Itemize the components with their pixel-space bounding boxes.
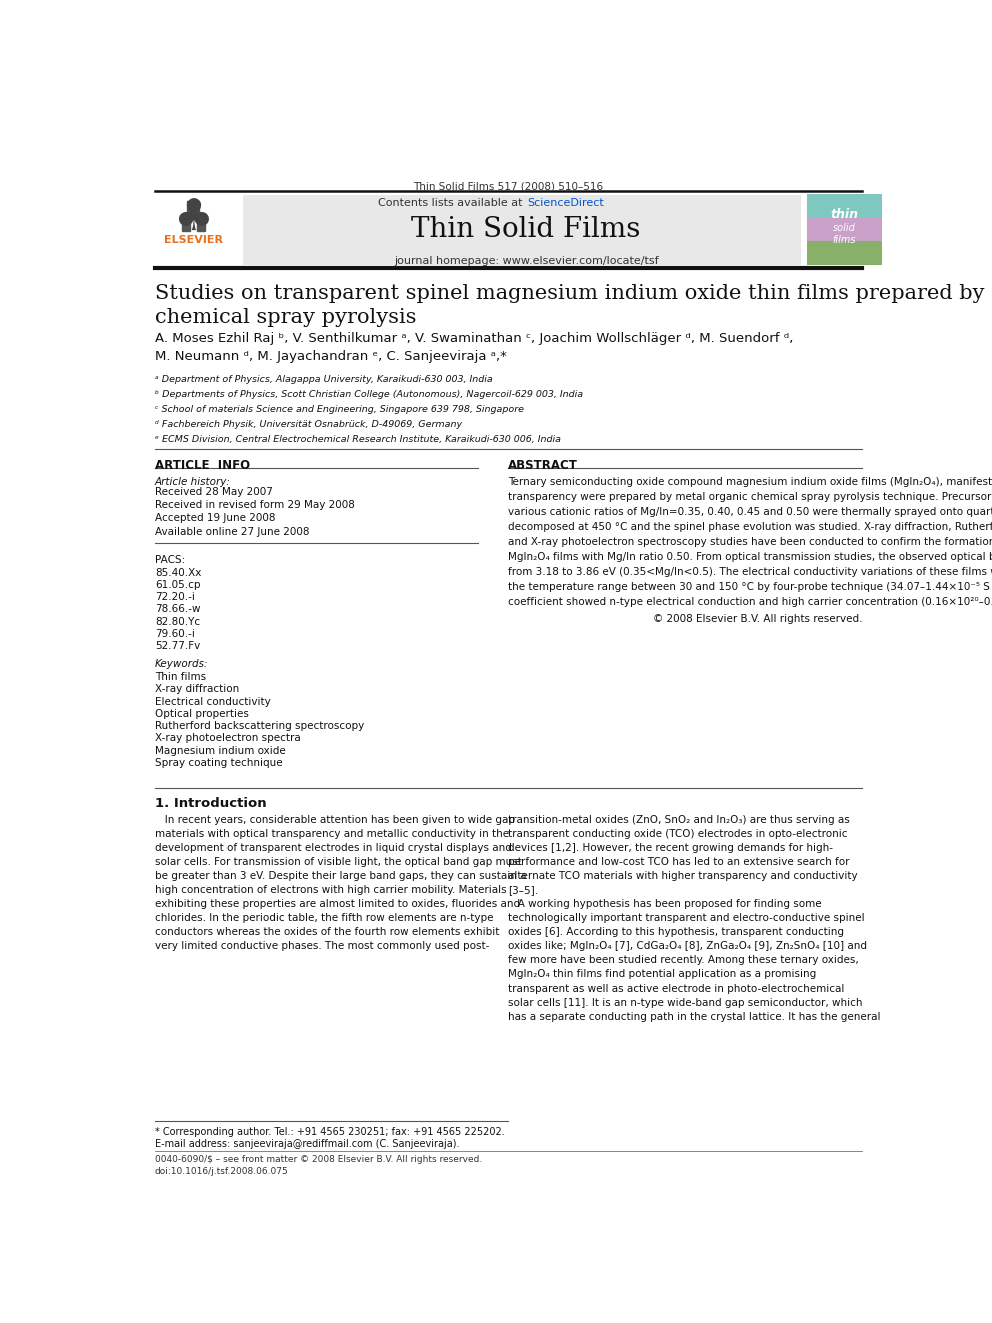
Text: Thin films: Thin films <box>155 672 206 683</box>
Text: Accepted 19 June 2008: Accepted 19 June 2008 <box>155 513 275 524</box>
Text: alternate TCO materials with higher transparency and conductivity: alternate TCO materials with higher tran… <box>509 871 858 881</box>
Text: and X-ray photoelectron spectroscopy studies have been conducted to confirm the : and X-ray photoelectron spectroscopy stu… <box>509 537 992 546</box>
Text: performance and low-cost TCO has led to an extensive search for: performance and low-cost TCO has led to … <box>509 857 850 867</box>
Text: X-ray diffraction: X-ray diffraction <box>155 684 239 695</box>
Text: oxides [6]. According to this hypothesis, transparent conducting: oxides [6]. According to this hypothesis… <box>509 927 844 937</box>
Text: Magnesium indium oxide: Magnesium indium oxide <box>155 746 286 755</box>
Text: * Corresponding author. Tel.: +91 4565 230251; fax: +91 4565 225202.: * Corresponding author. Tel.: +91 4565 2… <box>155 1127 505 1136</box>
Text: films: films <box>832 235 856 245</box>
Text: 0040-6090/$ – see front matter © 2008 Elsevier B.V. All rights reserved.
doi:10.: 0040-6090/$ – see front matter © 2008 El… <box>155 1155 482 1176</box>
Text: solar cells. For transmission of visible light, the optical band gap must: solar cells. For transmission of visible… <box>155 857 522 867</box>
Text: Optical properties: Optical properties <box>155 709 249 718</box>
Text: Electrical conductivity: Electrical conductivity <box>155 697 271 706</box>
Text: E-mail address: sanjeeviraja@rediffmail.com (C. Sanjeeviraja).: E-mail address: sanjeeviraja@rediffmail.… <box>155 1139 459 1148</box>
Text: technologically important transparent and electro-conductive spinel: technologically important transparent an… <box>509 913 865 923</box>
Text: Thin Solid Films: Thin Solid Films <box>412 216 641 243</box>
Text: ᵈ Fachbereich Physik, Universität Osnabrück, D-49069, Germany: ᵈ Fachbereich Physik, Universität Osnabr… <box>155 419 462 429</box>
Text: ABSTRACT: ABSTRACT <box>509 459 578 472</box>
Text: Article history:: Article history: <box>155 476 230 487</box>
Text: 85.40.Xx: 85.40.Xx <box>155 568 201 578</box>
Text: 79.60.-i: 79.60.-i <box>155 628 194 639</box>
Text: few more have been studied recently. Among these ternary oxides,: few more have been studied recently. Amo… <box>509 955 859 966</box>
Text: Spray coating technique: Spray coating technique <box>155 758 283 767</box>
Text: ᵇ Departments of Physics, Scott Christian College (Autonomous), Nagercoil-629 00: ᵇ Departments of Physics, Scott Christia… <box>155 390 583 398</box>
Text: ♣: ♣ <box>174 196 213 239</box>
Text: A working hypothesis has been proposed for finding some: A working hypothesis has been proposed f… <box>509 900 822 909</box>
FancyBboxPatch shape <box>806 241 882 265</box>
Text: very limited conductive phases. The most commonly used post-: very limited conductive phases. The most… <box>155 942 489 951</box>
Text: oxides like; MgIn₂O₄ [7], CdGa₂O₄ [8], ZnGa₂O₄ [9], Zn₂SnO₄ [10] and: oxides like; MgIn₂O₄ [7], CdGa₂O₄ [8], Z… <box>509 942 867 951</box>
Text: thin: thin <box>830 208 858 221</box>
Text: coefficient showed n-type electrical conduction and high carrier concentration (: coefficient showed n-type electrical con… <box>509 597 992 607</box>
Text: journal homepage: www.elsevier.com/locate/tsf: journal homepage: www.elsevier.com/locat… <box>394 255 659 266</box>
Text: 82.80.Yc: 82.80.Yc <box>155 617 199 627</box>
Text: 52.77.Fv: 52.77.Fv <box>155 642 200 651</box>
Text: devices [1,2]. However, the recent growing demands for high-: devices [1,2]. However, the recent growi… <box>509 843 833 853</box>
Text: MgIn₂O₄ thin films find potential application as a promising: MgIn₂O₄ thin films find potential applic… <box>509 970 816 979</box>
Text: Available online 27 June 2008: Available online 27 June 2008 <box>155 527 310 537</box>
Text: conductors whereas the oxides of the fourth row elements exhibit: conductors whereas the oxides of the fou… <box>155 927 499 937</box>
Text: ᶜ School of materials Science and Engineering, Singapore 639 798, Singapore: ᶜ School of materials Science and Engine… <box>155 405 524 414</box>
Text: ARTICLE  INFO: ARTICLE INFO <box>155 459 250 472</box>
Text: In recent years, considerable attention has been given to wide gap: In recent years, considerable attention … <box>155 815 515 824</box>
Text: high concentration of electrons with high carrier mobility. Materials: high concentration of electrons with hig… <box>155 885 506 896</box>
Text: chlorides. In the periodic table, the fifth row elements are n-type: chlorides. In the periodic table, the fi… <box>155 913 493 923</box>
FancyBboxPatch shape <box>806 194 882 218</box>
Text: Contents lists available at: Contents lists available at <box>378 198 526 209</box>
Text: Ternary semiconducting oxide compound magnesium indium oxide films (MgIn₂O₄), ma: Ternary semiconducting oxide compound ma… <box>509 476 992 487</box>
Text: transition-metal oxides (ZnO, SnO₂ and In₂O₃) are thus serving as: transition-metal oxides (ZnO, SnO₂ and I… <box>509 815 850 824</box>
Text: [3–5].: [3–5]. <box>509 885 539 896</box>
Text: from 3.18 to 3.86 eV (0.35<Mg/In<0.5). The electrical conductivity variations of: from 3.18 to 3.86 eV (0.35<Mg/In<0.5). T… <box>509 568 992 577</box>
Text: exhibiting these properties are almost limited to oxides, fluorides and: exhibiting these properties are almost l… <box>155 900 520 909</box>
Text: Studies on transparent spinel magnesium indium oxide thin films prepared by
chem: Studies on transparent spinel magnesium … <box>155 284 984 327</box>
FancyBboxPatch shape <box>806 218 882 241</box>
Text: solar cells [11]. It is an n-type wide-band gap semiconductor, which: solar cells [11]. It is an n-type wide-b… <box>509 998 863 1008</box>
Text: decomposed at 450 °C and the spinel phase evolution was studied. X-ray diffracti: decomposed at 450 °C and the spinel phas… <box>509 521 992 532</box>
Text: be greater than 3 eV. Despite their large band gaps, they can sustain a: be greater than 3 eV. Despite their larg… <box>155 871 526 881</box>
Text: development of transparent electrodes in liquid crystal displays and: development of transparent electrodes in… <box>155 843 512 853</box>
Text: ᵃ Department of Physics, Alagappa University, Karaikudi-630 003, India: ᵃ Department of Physics, Alagappa Univer… <box>155 374 492 384</box>
Text: MgIn₂O₄ films with Mg/In ratio 0.50. From optical transmission studies, the obse: MgIn₂O₄ films with Mg/In ratio 0.50. Fro… <box>509 552 992 562</box>
Text: Received in revised form 29 May 2008: Received in revised form 29 May 2008 <box>155 500 354 511</box>
Text: X-ray photoelectron spectra: X-ray photoelectron spectra <box>155 733 301 744</box>
Text: 72.20.-i: 72.20.-i <box>155 593 194 602</box>
Text: ScienceDirect: ScienceDirect <box>527 198 603 209</box>
Text: transparent conducting oxide (TCO) electrodes in opto-electronic: transparent conducting oxide (TCO) elect… <box>509 830 848 839</box>
Text: ᵉ ECMS Division, Central Electrochemical Research Institute, Karaikudi-630 006, : ᵉ ECMS Division, Central Electrochemical… <box>155 435 560 445</box>
Text: transparency were prepared by metal organic chemical spray pyrolysis technique. : transparency were prepared by metal orga… <box>509 492 992 501</box>
Text: © 2008 Elsevier B.V. All rights reserved.: © 2008 Elsevier B.V. All rights reserved… <box>653 614 862 624</box>
Text: transparent as well as active electrode in photo-electrochemical: transparent as well as active electrode … <box>509 983 845 994</box>
Text: A. Moses Ezhil Raj ᵇ, V. Senthilkumar ᵃ, V. Swaminathan ᶜ, Joachim Wollschläger : A. Moses Ezhil Raj ᵇ, V. Senthilkumar ᵃ,… <box>155 332 794 363</box>
Text: 1. Introduction: 1. Introduction <box>155 798 267 811</box>
Text: Thin Solid Films 517 (2008) 510–516: Thin Solid Films 517 (2008) 510–516 <box>414 181 603 191</box>
Text: ELSEVIER: ELSEVIER <box>164 235 222 245</box>
Text: has a separate conducting path in the crystal lattice. It has the general: has a separate conducting path in the cr… <box>509 1012 881 1021</box>
Text: PACS:: PACS: <box>155 556 185 565</box>
Text: 61.05.cp: 61.05.cp <box>155 579 200 590</box>
Text: 78.66.-w: 78.66.-w <box>155 605 200 614</box>
Text: the temperature range between 30 and 150 °C by four-probe technique (34.07–1.44×: the temperature range between 30 and 150… <box>509 582 992 593</box>
Text: Keywords:: Keywords: <box>155 659 208 669</box>
FancyBboxPatch shape <box>243 196 801 265</box>
Text: Rutherford backscattering spectroscopy: Rutherford backscattering spectroscopy <box>155 721 364 732</box>
Text: various cationic ratios of Mg/In=0.35, 0.40, 0.45 and 0.50 were thermally spraye: various cationic ratios of Mg/In=0.35, 0… <box>509 507 992 517</box>
Text: Received 28 May 2007: Received 28 May 2007 <box>155 487 273 496</box>
Text: materials with optical transparency and metallic conductivity in the: materials with optical transparency and … <box>155 830 509 839</box>
Text: solid: solid <box>833 224 856 233</box>
